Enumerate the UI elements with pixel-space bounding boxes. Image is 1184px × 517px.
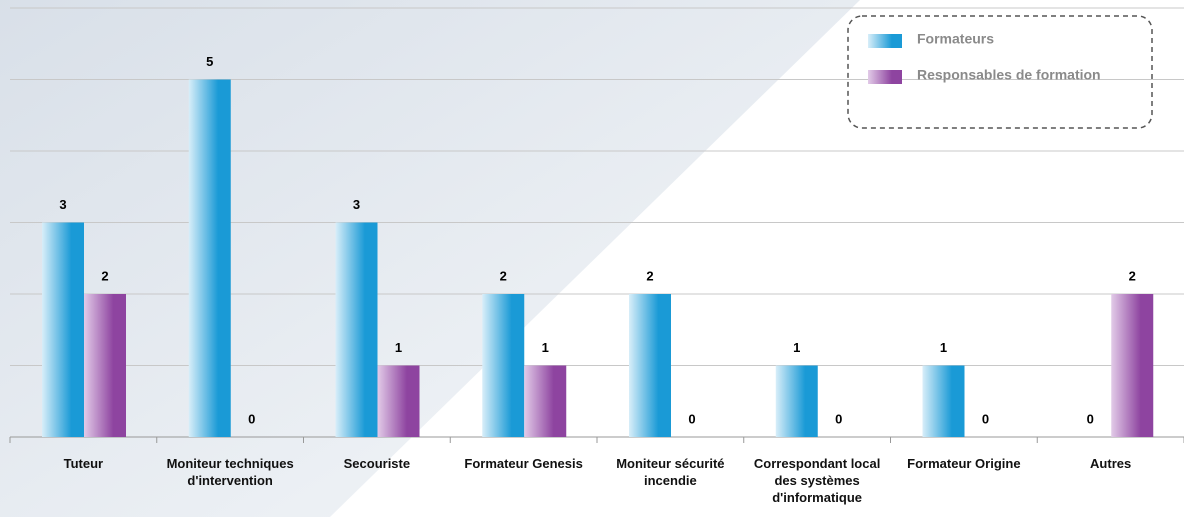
background: [0, 0, 860, 517]
value-label: 5: [206, 54, 213, 69]
legend-label: Responsables de formation: [917, 67, 1101, 83]
value-label: 1: [940, 340, 947, 355]
value-label: 2: [101, 268, 108, 283]
value-label: 0: [248, 411, 255, 426]
value-label: 1: [793, 340, 800, 355]
bar: [42, 222, 84, 437]
x-tick-label: Tuteur: [63, 456, 104, 471]
value-label: 2: [1129, 268, 1136, 283]
value-label: 0: [835, 411, 842, 426]
bar: [377, 365, 420, 437]
bar: [188, 79, 231, 437]
value-label: 1: [395, 340, 402, 355]
legend-swatch: [868, 70, 902, 84]
bar: [84, 294, 126, 437]
bar: [335, 222, 378, 437]
bar: [482, 294, 525, 437]
legend-box: [847, 15, 1153, 129]
legend-label: Formateurs: [917, 31, 994, 47]
value-label: 0: [982, 411, 989, 426]
value-label: 3: [59, 197, 66, 212]
bar: [1111, 294, 1154, 437]
bar: [775, 365, 818, 437]
x-tick-label: Correspondant local des systèmes d'infor…: [753, 456, 881, 505]
x-tick-label: Autres: [1090, 456, 1132, 471]
bar: [629, 294, 671, 437]
value-label: 1: [542, 340, 549, 355]
bar: [922, 365, 965, 437]
value-label: 0: [688, 411, 695, 426]
value-label: 0: [1087, 411, 1094, 426]
legend-swatch: [868, 34, 902, 48]
x-tick-label: Secouriste: [343, 456, 411, 471]
value-label: 2: [646, 268, 653, 283]
value-label: 3: [353, 197, 360, 212]
x-tick-label: Formateur Genesis: [464, 456, 583, 471]
x-tick-label: Moniteur techniques d'intervention: [166, 456, 294, 488]
bar: [524, 365, 567, 437]
value-label: 2: [500, 268, 507, 283]
x-tick-label: Formateur Origine: [907, 456, 1021, 471]
x-tick-label: Moniteur sécurité incendie: [616, 456, 725, 488]
